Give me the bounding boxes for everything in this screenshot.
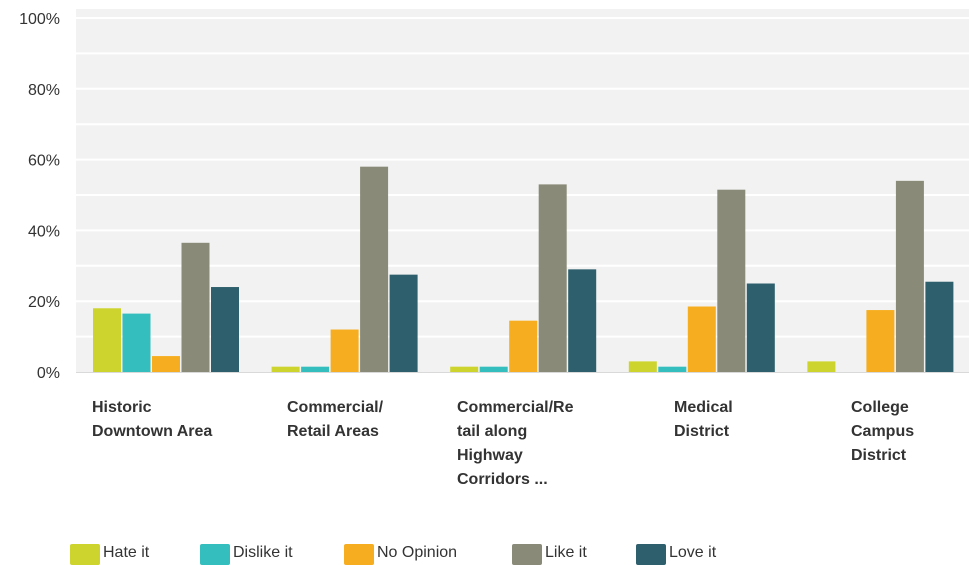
legend-swatch	[344, 544, 374, 565]
bar-like-it	[360, 166, 389, 372]
bar-like-it	[538, 184, 567, 372]
bar-dislike-it	[479, 366, 508, 372]
bar-no-opinion	[866, 310, 895, 372]
y-tick-label: 0%	[37, 365, 60, 382]
bar-hate-it	[93, 308, 121, 372]
bar-love-it	[389, 274, 418, 372]
bar-like-it	[717, 189, 746, 372]
category-label: Commercial/Re tail along Highway Corridors …	[457, 399, 574, 488]
bar-love-it	[746, 283, 775, 372]
y-tick-label: 60%	[28, 153, 60, 170]
legend-swatch	[70, 544, 100, 565]
category-label: College Campus District	[851, 399, 914, 464]
y-tick-label: 80%	[28, 82, 60, 99]
legend-label: Like it	[545, 544, 587, 561]
x-axis: Historic Downtown Area Commercial/Retail A…	[76, 372, 969, 488]
bar-dislike-it	[122, 313, 151, 372]
bar-like-it	[181, 242, 210, 372]
y-tick-label: 40%	[28, 223, 60, 240]
bar-dislike-it	[301, 366, 330, 372]
bar-love-it	[925, 281, 954, 372]
category-label: Commercial/Retail Areas	[287, 399, 384, 440]
legend-swatch	[200, 544, 230, 565]
legend-label: No Opinion	[377, 544, 457, 561]
bar-no-opinion	[687, 306, 716, 372]
bar-love-it	[568, 269, 597, 372]
bar-love-it	[211, 287, 239, 372]
bar-hate-it	[807, 361, 836, 372]
bar-no-opinion	[509, 320, 538, 372]
category-label: Historic Downtown Area	[92, 399, 212, 440]
y-tick-label: 100%	[19, 11, 60, 28]
category-label: Medical District	[674, 399, 733, 440]
bar-hate-it	[450, 366, 479, 372]
bar-dislike-it	[658, 366, 687, 372]
y-axis: 0% 20% 40% 60% 80% 100%	[19, 11, 60, 382]
bars	[93, 166, 954, 372]
legend-swatch	[636, 544, 666, 565]
plot-area	[76, 9, 969, 373]
bar-hate-it	[271, 366, 300, 372]
legend-label: Love it	[669, 544, 717, 561]
bar-hate-it	[628, 361, 657, 372]
bar-no-opinion	[152, 356, 180, 372]
legend-label: Hate it	[103, 544, 150, 561]
legend-label: Dislike it	[233, 544, 293, 561]
bar-no-opinion	[330, 329, 359, 372]
y-tick-label: 20%	[28, 294, 60, 311]
legend-swatch	[512, 544, 542, 565]
legend: Hate it Dislike it No Opinion Like it Love i…	[70, 544, 717, 565]
bar-like-it	[895, 180, 924, 372]
